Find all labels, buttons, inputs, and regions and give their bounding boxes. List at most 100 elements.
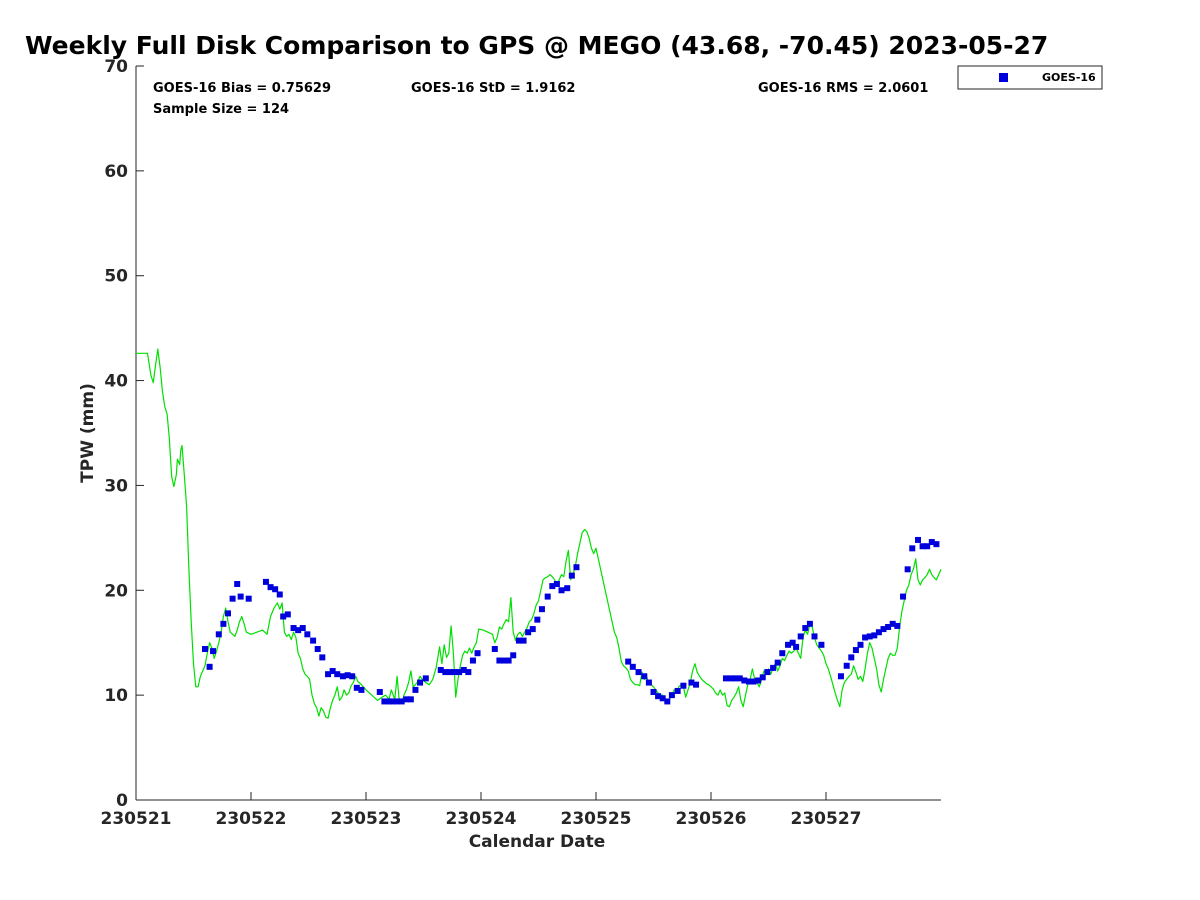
goes-16-point	[818, 641, 825, 648]
goes-16-point	[909, 545, 916, 552]
goes-16-point	[501, 657, 507, 664]
goes-16-point	[802, 625, 809, 632]
goes-16-point	[568, 572, 575, 579]
y-tick-label: 50	[104, 267, 128, 287]
goes-16-point	[736, 675, 743, 682]
goes-16-point	[446, 669, 453, 676]
goes-16-point	[928, 539, 935, 546]
x-axis-label: Calendar Date	[469, 832, 606, 852]
goes-16-point	[349, 673, 356, 680]
goes-16-point	[234, 580, 241, 587]
chart-title: Weekly Full Disk Comparison to GPS @ MEG…	[25, 31, 1048, 60]
y-tick-label: 60	[104, 162, 128, 182]
goes-16-point	[417, 679, 424, 686]
goes-16-point	[376, 688, 383, 695]
goes-16-point	[290, 625, 297, 632]
goes-16-point	[779, 650, 786, 657]
goes-16-point	[573, 564, 580, 571]
goes-16-point	[510, 652, 517, 659]
goes-16-point	[319, 654, 326, 661]
goes-16-point	[924, 543, 931, 550]
goes-16-point	[919, 543, 926, 550]
x-tick-label: 230522	[216, 809, 287, 829]
goes-16-point	[206, 663, 213, 670]
goes-16-point	[353, 684, 360, 691]
goes-16-point	[407, 696, 414, 703]
goes-16-point	[491, 646, 498, 653]
bias-stat: GOES-16 Bias = 0.75629	[153, 81, 331, 96]
goes-16-point	[688, 679, 695, 686]
x-tick-label: 230521	[101, 809, 172, 829]
goes-16-point	[655, 693, 662, 700]
goes-16-point	[770, 664, 777, 671]
goes-16-point	[358, 686, 365, 693]
goes-16-point	[381, 698, 388, 705]
x-tick-label: 230527	[791, 809, 862, 829]
goes-16-point	[276, 591, 283, 598]
goes-16-point	[202, 646, 208, 653]
goes-16-point	[280, 613, 287, 620]
x-tick-label: 230523	[331, 809, 402, 829]
goes-16-point	[237, 593, 244, 600]
goes-16-point	[793, 643, 800, 650]
goes-16-point	[785, 641, 792, 648]
goes-16-point	[875, 629, 882, 636]
goes-16-point	[680, 682, 687, 689]
goes-16-point	[837, 673, 844, 680]
goes-16-point	[529, 626, 536, 633]
goes-16-point	[398, 698, 405, 705]
goes-16-point	[811, 633, 818, 640]
goes-16-point	[544, 593, 551, 600]
goes-16-point	[894, 622, 901, 629]
goes-16-point	[900, 593, 907, 600]
goes-16-point	[515, 637, 522, 644]
goes-16-point	[915, 536, 921, 543]
goes-16-point	[267, 584, 274, 591]
legend-label-goes-16: GOES-16	[1042, 71, 1096, 84]
goes-16-point	[284, 611, 291, 618]
legend-marker-goes-16	[999, 73, 1008, 82]
goes-16-point	[755, 677, 762, 684]
goes-16-point	[469, 657, 476, 664]
y-axis-ticks: 0 10 20 30 40 50 60 70	[104, 57, 144, 811]
goes-16-point	[465, 669, 472, 676]
goes-16-point	[329, 668, 336, 675]
goes-16-point	[437, 666, 444, 673]
goes-16-point	[549, 583, 556, 590]
goes-16-point	[741, 677, 748, 684]
goes-16-point	[933, 541, 940, 548]
goes-16-point	[412, 686, 419, 693]
goes-16-point	[857, 641, 864, 648]
y-tick-label: 10	[104, 686, 128, 706]
goes-16-point	[750, 678, 757, 685]
goes-16-point	[659, 695, 666, 702]
goes-16-point	[862, 634, 869, 641]
goes-16-point	[422, 675, 429, 682]
goes-16-point	[732, 675, 739, 682]
goes-16-point	[843, 662, 850, 669]
goes-16-point	[262, 578, 269, 585]
goes-16-point	[295, 627, 302, 634]
goes-16-point	[220, 620, 227, 627]
goes-16-point	[668, 692, 675, 699]
goes-16-point	[722, 675, 729, 682]
legend: GOES-16	[957, 65, 1103, 90]
y-tick-label: 0	[116, 791, 128, 811]
std-stat: GOES-16 StD = 1.9162	[411, 81, 575, 96]
goes-16-point	[553, 580, 560, 587]
goes-16-point	[520, 637, 527, 644]
goes-16-point	[505, 657, 512, 664]
goes-16-point	[848, 654, 855, 661]
goes-16-point	[664, 698, 671, 705]
goes-16-point	[629, 663, 636, 670]
goes-16-point	[325, 671, 332, 678]
sample-size-stat: Sample Size = 124	[153, 102, 289, 117]
goes-16-point	[650, 688, 657, 695]
goes-16-point	[764, 669, 771, 676]
goes-16-point	[866, 633, 873, 640]
goes-16-point	[645, 679, 652, 686]
goes-16-point	[304, 631, 311, 638]
goes-16-point	[394, 698, 401, 705]
goes-16-point	[889, 620, 896, 627]
